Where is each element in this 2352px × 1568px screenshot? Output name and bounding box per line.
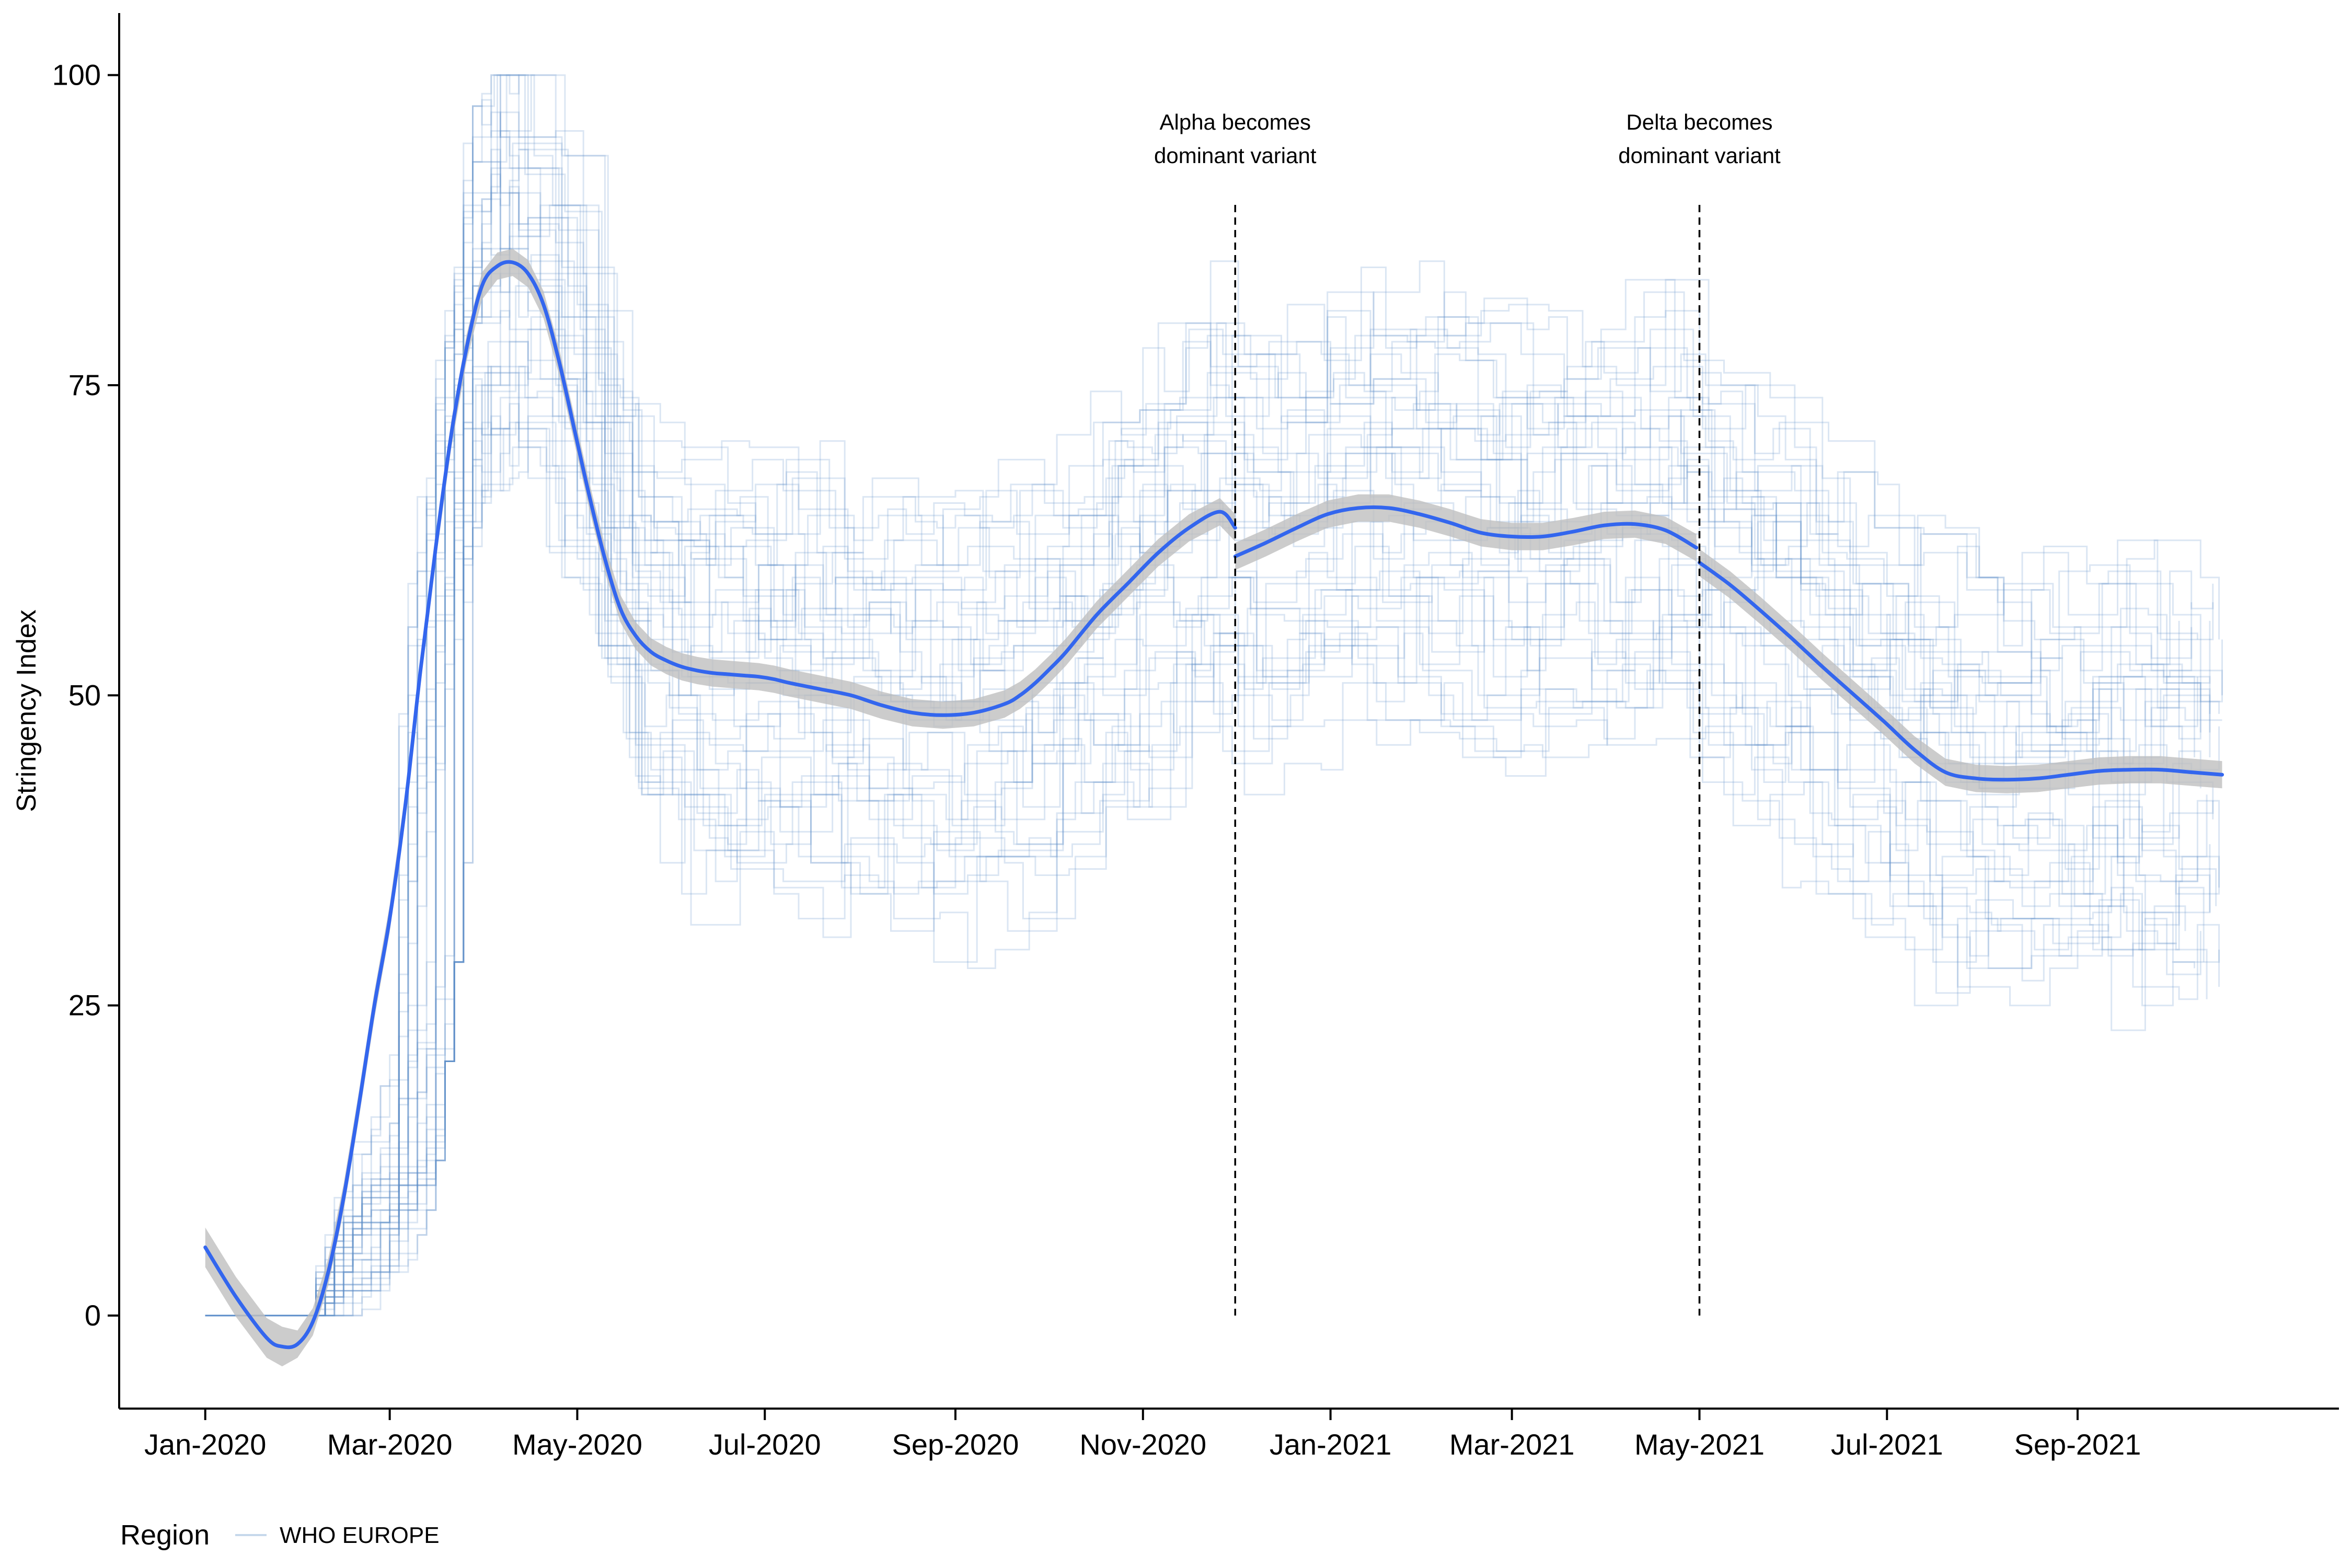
x-tick-label: Jan-2020 [144, 1428, 267, 1461]
country-line [205, 167, 2220, 1317]
country-line [205, 111, 2201, 1317]
country-line [205, 372, 2220, 1317]
country-line [205, 130, 2180, 1317]
country-line [205, 365, 2211, 1317]
country-line [205, 415, 2201, 1317]
country-lines-layer [205, 74, 2223, 1317]
y-tick-label: 25 [68, 989, 101, 1022]
annotation-layer: Alpha becomes dominant variant Delta becom… [1154, 110, 1781, 1316]
country-line [205, 74, 2211, 1317]
country-line [205, 74, 2220, 1317]
country-line [205, 223, 2222, 1317]
x-tick-label: Mar-2021 [1449, 1428, 1575, 1461]
smooth-line-layer [203, 260, 2224, 1350]
country-line [205, 267, 2201, 1317]
country-line [205, 74, 2214, 1317]
confidence-band [1235, 494, 1697, 570]
country-line [205, 174, 2198, 1317]
smooth-line-segment [1233, 505, 1699, 558]
country-line [205, 403, 2186, 1317]
annotation-text: dominant variant [1154, 143, 1317, 168]
country-line [205, 192, 2211, 1317]
country-line [205, 341, 2220, 1317]
x-tick-label: Nov-2020 [1079, 1428, 1206, 1461]
smooth-line-segment [1698, 560, 2224, 782]
country-line [205, 192, 2201, 1317]
x-tick-label: May-2020 [512, 1428, 642, 1461]
smooth-line-segment [203, 260, 1237, 1350]
x-tick-label: Jan-2021 [1270, 1428, 1392, 1461]
country-line [205, 161, 2211, 1317]
country-line [205, 272, 2208, 1317]
country-line [205, 148, 2201, 1317]
y-tick-label: 100 [52, 59, 101, 91]
axis-layer: 0 25 50 75 100 Jan-2020 Mar-2020 May-2020 Jul-20… [52, 13, 2339, 1461]
country-line [205, 148, 2220, 1317]
annotation-text: dominant variant [1618, 143, 1781, 168]
x-tick-label: Sep-2021 [2014, 1428, 2141, 1461]
country-line [205, 254, 2195, 1317]
x-tick-label: Jul-2020 [709, 1428, 821, 1461]
country-line [205, 74, 2198, 1317]
country-line [205, 316, 2214, 1317]
country-line [205, 204, 2223, 1317]
legend: Region WHO EUROPE [120, 1519, 440, 1551]
country-line [205, 74, 2193, 1317]
country-line [205, 446, 2195, 1317]
x-tick-label: Jul-2021 [1831, 1428, 1943, 1461]
legend-title: Region [120, 1519, 210, 1551]
annotation-text: Delta becomes [1626, 110, 1772, 134]
country-line [205, 285, 2217, 1317]
country-line [205, 328, 2214, 1317]
country-line [205, 341, 2220, 1317]
y-tick-label: 75 [68, 368, 101, 401]
country-line [205, 365, 2211, 1317]
y-tick-label: 0 [85, 1299, 101, 1332]
country-line [205, 428, 2220, 1317]
country-line [205, 310, 2220, 1317]
country-line [205, 365, 2198, 1317]
x-tick-label: May-2021 [1634, 1428, 1765, 1461]
y-axis-title: Stringency Index [11, 609, 42, 812]
country-line [205, 111, 2211, 1317]
country-line [205, 74, 2214, 1317]
annotation-text: Alpha becomes [1160, 110, 1311, 134]
country-line [205, 421, 2205, 1317]
legend-entry-who-europe: WHO EUROPE [280, 1523, 440, 1548]
x-tick-label: Mar-2020 [327, 1428, 453, 1461]
country-line [205, 74, 2193, 1317]
x-tick-label: Sep-2020 [892, 1428, 1019, 1461]
country-line [205, 415, 2208, 1317]
country-line [205, 142, 2223, 1317]
y-tick-label: 50 [68, 678, 101, 711]
